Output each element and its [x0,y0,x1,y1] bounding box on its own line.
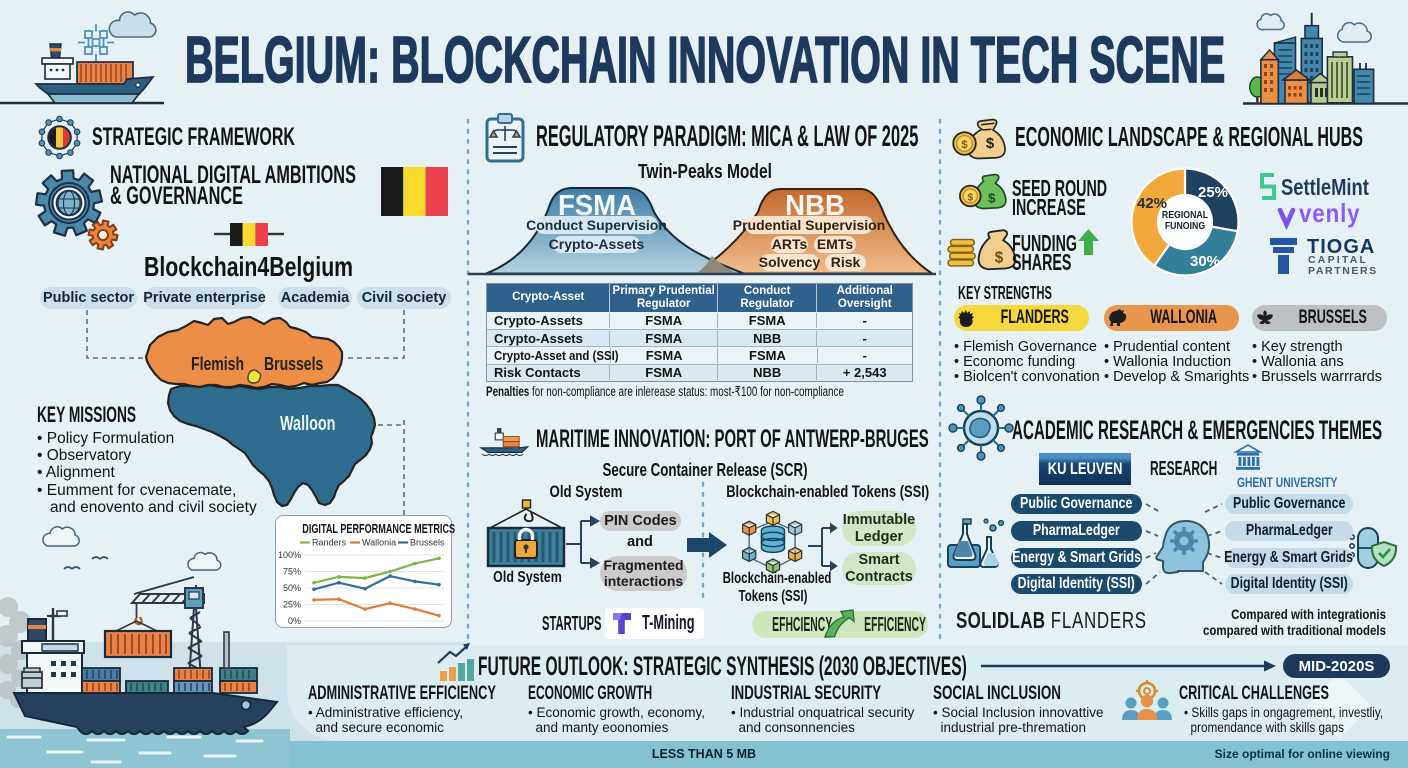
svg-text:Randers: Randers [312,538,347,548]
svg-text:25%: 25% [283,600,301,610]
svg-text:100%: 100% [278,550,301,560]
svg-text:50%: 50% [283,583,301,593]
svg-text:$: $ [995,249,1004,266]
svg-text:Brussels: Brussels [410,538,445,548]
svg-text:0%: 0% [288,616,301,626]
svg-text:$: $ [961,139,968,151]
svg-text:Wallonia: Wallonia [362,538,396,548]
svg-text:$: $ [986,135,995,152]
svg-text:$: $ [988,191,996,206]
svg-text:75%: 75% [283,567,301,577]
svg-text:$: $ [967,192,973,203]
